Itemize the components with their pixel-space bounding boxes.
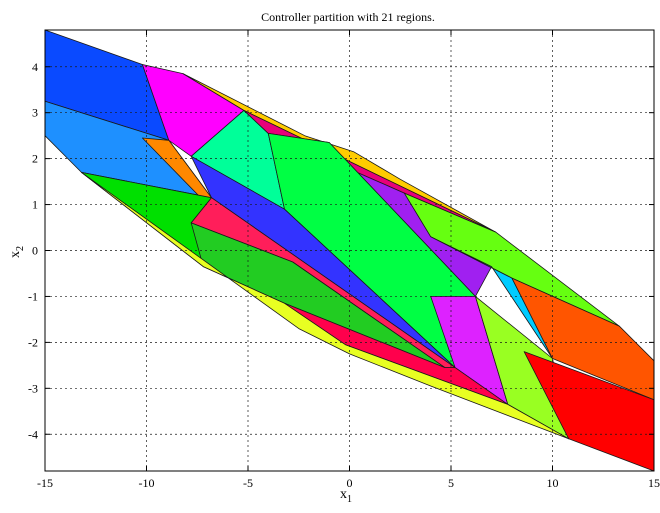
y-tick-label: -4: [28, 427, 38, 441]
x-tick-label: 5: [448, 476, 454, 490]
y-tick-label: -1: [28, 289, 38, 303]
y-tick-label: 3: [32, 106, 38, 120]
x-tick-label: -5: [243, 476, 253, 490]
y-tick-label: 0: [32, 244, 38, 258]
x-tick-label: 10: [547, 476, 559, 490]
region-21: [81, 171, 570, 440]
y-tick-label: -3: [28, 381, 38, 395]
y-tick-label: 2: [32, 152, 38, 166]
y-tick-label: 4: [32, 60, 38, 74]
y-tick-label: 1: [32, 198, 38, 212]
y-axis-label-subscript: 2: [15, 246, 26, 251]
chart-title: Controller partition with 21 regions.: [261, 10, 435, 24]
x-axis-label: x1: [340, 487, 352, 505]
x-tick-label: -10: [139, 476, 155, 490]
y-axis-label-main: x: [8, 251, 23, 258]
x-tick-label: -15: [37, 476, 53, 490]
x-tick-label: 0: [347, 476, 353, 490]
x-tick-label: 15: [648, 476, 660, 490]
x-axis-label-main: x: [340, 487, 347, 502]
y-axis-label: x2: [8, 246, 26, 258]
y-tick-label: -2: [28, 335, 38, 349]
grid-layer: [45, 30, 654, 471]
x-axis-label-subscript: 1: [347, 494, 352, 505]
